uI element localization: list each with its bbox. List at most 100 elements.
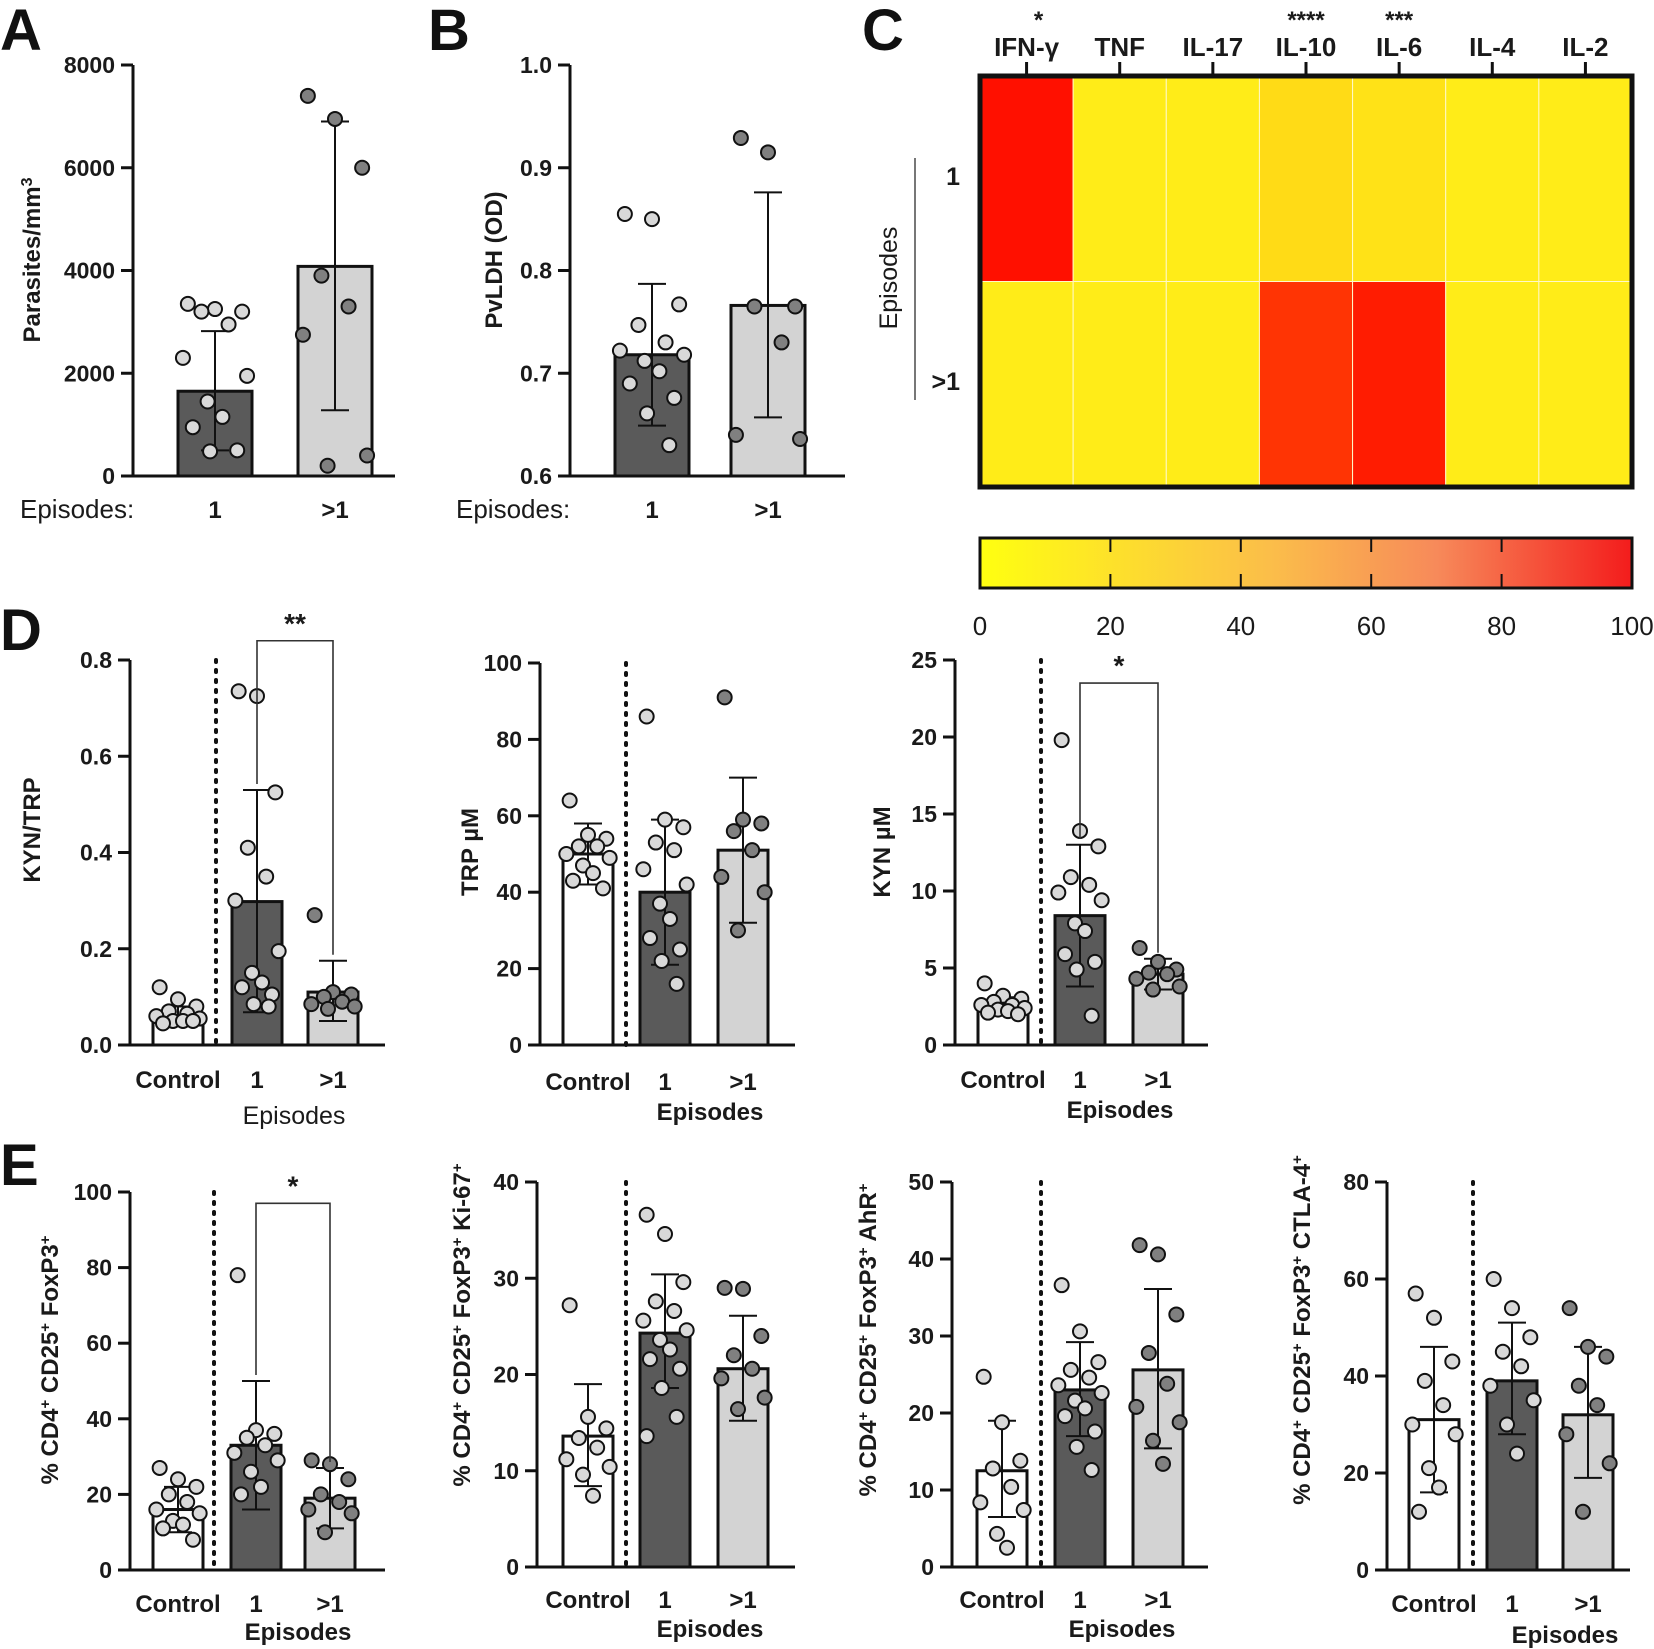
d1-data-point (270, 943, 287, 960)
e1-data-point (300, 1501, 317, 1518)
d2-y-tick-label: 40 (496, 879, 522, 905)
d1-data-point (227, 892, 244, 909)
d3-data-point (1090, 838, 1107, 855)
heatmap-cell (979, 281, 1074, 488)
a-data-point (299, 87, 316, 104)
b-data-point (616, 205, 633, 222)
d3-data-point (1053, 732, 1070, 749)
e2-data-point (672, 1360, 688, 1377)
heatmap-column-label: IL-2 (1562, 32, 1608, 62)
heatmap-cell (979, 75, 1074, 282)
b-data-point (657, 334, 674, 351)
e4-data-point (1589, 1397, 1606, 1414)
d1-y-tick-label: 0.6 (80, 743, 112, 769)
e3-y-tick-label: 30 (908, 1323, 934, 1349)
a-data-point (214, 408, 231, 425)
d2-data-point (585, 865, 601, 882)
d3-y-tick-label: 10 (911, 878, 937, 904)
d1-significance-label: ** (284, 608, 306, 639)
panel-letter-c: C (862, 0, 904, 63)
panel-e3-marks: Control 1 >1 (959, 1237, 1188, 1614)
e2-data-point (756, 1389, 773, 1406)
d3-data-point (1062, 869, 1079, 886)
a-data-point (234, 303, 251, 320)
panel-e1-axes: 0 20 40 60 80 100 (74, 1179, 385, 1583)
d2-data-point (668, 975, 685, 992)
d2-data-point (595, 880, 611, 897)
a-data-point (193, 303, 210, 320)
a-category-label: 1 (208, 497, 221, 524)
e4-data-point (1444, 1353, 1461, 1370)
e3-data-point (999, 1539, 1015, 1556)
d1-data-point (258, 868, 275, 885)
e2-y-tick-label: 40 (493, 1169, 519, 1195)
panel-d1-group-title: Episodes (243, 1102, 346, 1130)
e2-y-tick-label: 0 (506, 1554, 519, 1580)
e3-category-label: >1 (1144, 1587, 1171, 1614)
d3-significance-label: * (1114, 650, 1125, 681)
d2-y-tick-label: 100 (484, 650, 522, 676)
panel-letter-d: D (0, 598, 42, 663)
e4-category-label: 1 (1505, 1591, 1518, 1618)
e3-data-point (1072, 1323, 1088, 1340)
e2-y-tick-label: 10 (493, 1458, 519, 1484)
b-data-point (727, 426, 744, 443)
panel-b-ylabel: PvLDH (OD) (481, 191, 508, 328)
colorbar-ticks: 0 20 40 60 80 100 (973, 538, 1654, 641)
e1-y-tick-label: 20 (86, 1481, 112, 1507)
d2-data-point (666, 842, 683, 859)
d3-category-label: Control (960, 1067, 1045, 1094)
colorbar-tick-label: 60 (1357, 611, 1386, 641)
e2-data-point (561, 1297, 578, 1314)
heatmap-significance-label: **** (1287, 7, 1325, 34)
panel-d1-marks: Control 1 >1 ** (135, 608, 363, 1094)
d2-y-tick-label: 60 (496, 803, 522, 829)
e3-data-point (1093, 1384, 1110, 1401)
e2-data-point (638, 1206, 655, 1223)
d2-data-point (635, 861, 652, 878)
panel-e1-marks: Control 1 >1 * (135, 1170, 360, 1618)
b-data-point (746, 298, 763, 315)
panel-a-ylabel: Parasites/mm3 (19, 177, 47, 342)
e2-data-point (675, 1274, 692, 1291)
colorbar (978, 536, 1634, 590)
panel-b-marks: 1 >1 (611, 129, 809, 524)
e4-y-tick-label: 60 (1343, 1266, 1369, 1292)
e4-data-point (1494, 1343, 1511, 1360)
e3-y-tick-label: 50 (908, 1169, 934, 1195)
a-data-point (184, 419, 201, 436)
b-category-label: 1 (645, 497, 658, 524)
panel-e1-chart: 0 20 40 60 80 100 Control 1 >1 * % CD4+ CD25+ Fo… (37, 1170, 385, 1646)
e3-data-point (1131, 1237, 1148, 1254)
heatmap-cell (1445, 281, 1540, 488)
e3-data-point (1150, 1246, 1166, 1263)
e1-data-point (191, 1505, 208, 1522)
d3-data-point (1083, 1007, 1100, 1024)
e1-data-point (266, 1425, 283, 1442)
heatmap-column-label: IL-10 (1276, 32, 1337, 62)
d1-y-tick-label: 0.4 (80, 840, 112, 866)
heatmap-significance-label: * (1034, 7, 1044, 34)
e2-data-point (635, 1312, 652, 1329)
a-category-label: >1 (321, 497, 348, 524)
b-data-point (621, 375, 638, 392)
e1-y-tick-label: 0 (99, 1557, 112, 1583)
panel-d3-axes: 0 5 10 15 20 25 (911, 647, 1208, 1058)
e2-data-point (589, 1439, 606, 1456)
a-data-point (340, 298, 357, 315)
e1-significance-label: * (288, 1170, 299, 1201)
d1-data-point (155, 1015, 171, 1032)
d3-data-point (976, 975, 993, 992)
heatmap-cell (1258, 281, 1354, 488)
e3-data-point (1015, 1502, 1032, 1519)
e4-data-point (1431, 1479, 1447, 1496)
d2-y-tick-label: 80 (496, 726, 522, 752)
e4-data-point (1601, 1455, 1618, 1472)
e3-data-point (1087, 1423, 1103, 1440)
panel-e1-ylabel: % CD4+ CD25+ FoxP3+ (37, 1235, 65, 1484)
e1-data-point (179, 1493, 196, 1510)
panel-d3-ylabel: KYN µM (869, 806, 896, 897)
panel-e4-ylabel: % CD4+ CD25+ FoxP3+ CTLA-4+ (1289, 1155, 1317, 1505)
e4-y-tick-label: 80 (1343, 1169, 1369, 1195)
d1-data-point (234, 979, 250, 996)
